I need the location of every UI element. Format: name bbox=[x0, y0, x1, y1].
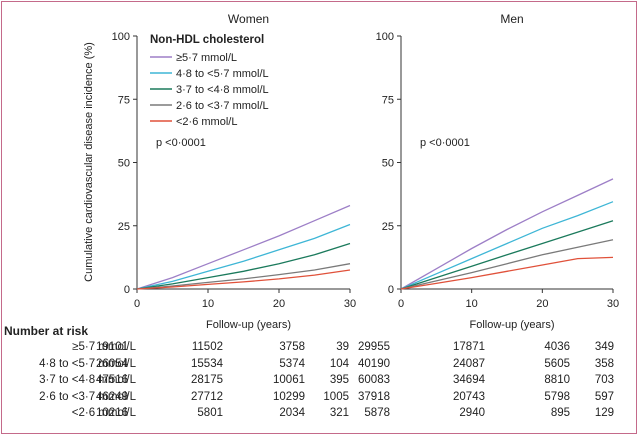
risk-cell-women: 10299 bbox=[273, 390, 305, 403]
risk-cell-women: 47516 bbox=[96, 374, 128, 386]
risk-cell-men: 4036 bbox=[544, 341, 570, 353]
y-tick-label: 100 bbox=[376, 31, 394, 43]
y-axis-label: Cumulative cardiovascular disease incide… bbox=[83, 42, 95, 282]
series-line-women-4 bbox=[136, 263, 351, 290]
legend-label: ≥5·7 mmol/L bbox=[176, 52, 237, 64]
legend-label: 2·6 to <3·7 mmol/L bbox=[176, 100, 269, 112]
series-line-men-4 bbox=[400, 239, 614, 290]
risk-cell-women: 26054 bbox=[96, 357, 128, 370]
risk-row-label: 4·8 to <5·7 mmol/L bbox=[39, 357, 136, 370]
p-value: p <0·0001 bbox=[420, 137, 470, 149]
risk-row-label: <2·6 mmol/L bbox=[71, 407, 136, 419]
y-tick-label: 75 bbox=[382, 94, 394, 106]
risk-cell-men: 895 bbox=[550, 407, 570, 419]
series-line-women-1 bbox=[136, 204, 351, 290]
risk-cell-women: 2034 bbox=[279, 407, 305, 419]
series-line-women-3 bbox=[136, 242, 351, 290]
y-tick-label: 0 bbox=[124, 284, 130, 296]
risk-cell-men: 349 bbox=[594, 341, 614, 353]
risk-cell-men: 20743 bbox=[453, 390, 485, 403]
risk-row-label: ≥5·7 mmol/L bbox=[72, 341, 136, 353]
legend-label: 3·7 to <4·8 mmol/L bbox=[176, 84, 269, 96]
risk-cell-men: 2940 bbox=[459, 407, 485, 419]
x-tick-label: 20 bbox=[536, 298, 548, 310]
risk-cell-men: 597 bbox=[594, 390, 614, 403]
risk-cell-men: 358 bbox=[594, 357, 614, 370]
y-tick-label: 50 bbox=[382, 158, 394, 170]
series-line-women-5 bbox=[136, 269, 351, 290]
risk-cell-men: 34694 bbox=[453, 374, 485, 386]
risk-cell-men: 24087 bbox=[453, 357, 485, 370]
risk-cell-women: 3758 bbox=[279, 341, 305, 353]
legend-label: <2·6 mmol/L bbox=[176, 116, 237, 128]
risk-cell-men: 703 bbox=[594, 374, 614, 386]
y-tick-label: 25 bbox=[382, 221, 394, 233]
y-tick-label: 25 bbox=[118, 221, 130, 233]
risk-row-label: 2·6 to <3·7 mmol/L bbox=[39, 390, 136, 403]
x-axis-label: Follow-up (years) bbox=[206, 319, 291, 331]
risk-cell-women: 27712 bbox=[191, 390, 223, 403]
y-tick-label: 75 bbox=[118, 94, 130, 106]
x-tick-label: 10 bbox=[466, 298, 478, 310]
y-tick-label: 50 bbox=[118, 158, 130, 170]
series-line-women-2 bbox=[136, 223, 351, 290]
x-tick-label: 20 bbox=[273, 298, 285, 310]
risk-cell-women: 10216 bbox=[96, 407, 128, 419]
risk-cell-women: 11502 bbox=[191, 341, 223, 353]
risk-cell-women: 321 bbox=[329, 407, 349, 419]
risk-cell-men: 29955 bbox=[358, 341, 390, 353]
risk-cell-women: 104 bbox=[329, 357, 349, 370]
legend-label: 4·8 to <5·7 mmol/L bbox=[176, 68, 269, 80]
series-line-men-1 bbox=[400, 178, 614, 290]
y-tick-label: 100 bbox=[112, 31, 130, 43]
x-tick-label: 0 bbox=[398, 298, 404, 310]
risk-cell-men: 5605 bbox=[544, 357, 570, 370]
x-axis-label: Follow-up (years) bbox=[470, 319, 555, 331]
risk-cell-men: 17871 bbox=[453, 341, 485, 353]
risk-cell-women: 395 bbox=[329, 374, 349, 386]
risk-cell-men: 5878 bbox=[364, 407, 390, 419]
legend-title: Non-HDL cholesterol bbox=[150, 34, 264, 46]
series-line-men-2 bbox=[400, 201, 614, 290]
risk-cell-women: 1005 bbox=[323, 390, 349, 403]
risk-table-title: Number at risk bbox=[4, 324, 89, 338]
risk-cell-women: 28175 bbox=[191, 374, 223, 386]
risk-cell-men: 37918 bbox=[358, 390, 390, 403]
x-tick-label: 0 bbox=[134, 298, 140, 310]
risk-cell-women: 5801 bbox=[197, 407, 223, 419]
x-tick-label: 10 bbox=[202, 298, 214, 310]
risk-cell-men: 8810 bbox=[544, 374, 570, 386]
y-tick-label: 0 bbox=[388, 284, 394, 296]
panel-title-men: Men bbox=[500, 12, 523, 26]
risk-cell-women: 39 bbox=[336, 341, 349, 353]
series-line-men-3 bbox=[400, 220, 614, 290]
x-tick-label: 30 bbox=[344, 298, 356, 310]
risk-cell-women: 46249 bbox=[96, 390, 128, 403]
risk-cell-men: 5798 bbox=[544, 390, 570, 403]
risk-row-label: 3·7 to <4·8 mmol/L bbox=[39, 374, 136, 386]
panel-title-women: Women bbox=[228, 12, 269, 26]
risk-cell-women: 19101 bbox=[96, 341, 128, 353]
risk-cell-women: 10061 bbox=[273, 374, 305, 386]
x-tick-label: 30 bbox=[607, 298, 619, 310]
risk-cell-women: 15534 bbox=[191, 357, 223, 370]
series-line-men-5 bbox=[400, 256, 614, 290]
risk-cell-women: 5374 bbox=[279, 357, 305, 370]
p-value: p <0·0001 bbox=[156, 137, 206, 149]
risk-cell-men: 40190 bbox=[358, 357, 390, 370]
risk-cell-men: 60083 bbox=[358, 374, 390, 386]
risk-cell-men: 129 bbox=[594, 407, 614, 419]
